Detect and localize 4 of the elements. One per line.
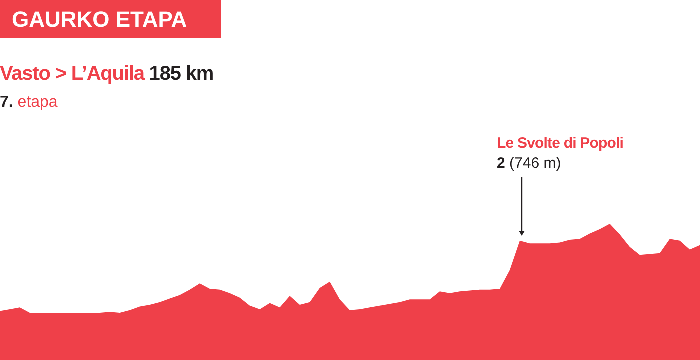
chart-title: GAURKO ETAPA xyxy=(12,7,188,32)
text: Le Svolte di Popoli 2 (746 m) xyxy=(497,135,624,172)
chart-subtitle: Vasto > L’Aquila 185 km xyxy=(0,63,214,85)
text: 7. etapa xyxy=(0,94,58,111)
